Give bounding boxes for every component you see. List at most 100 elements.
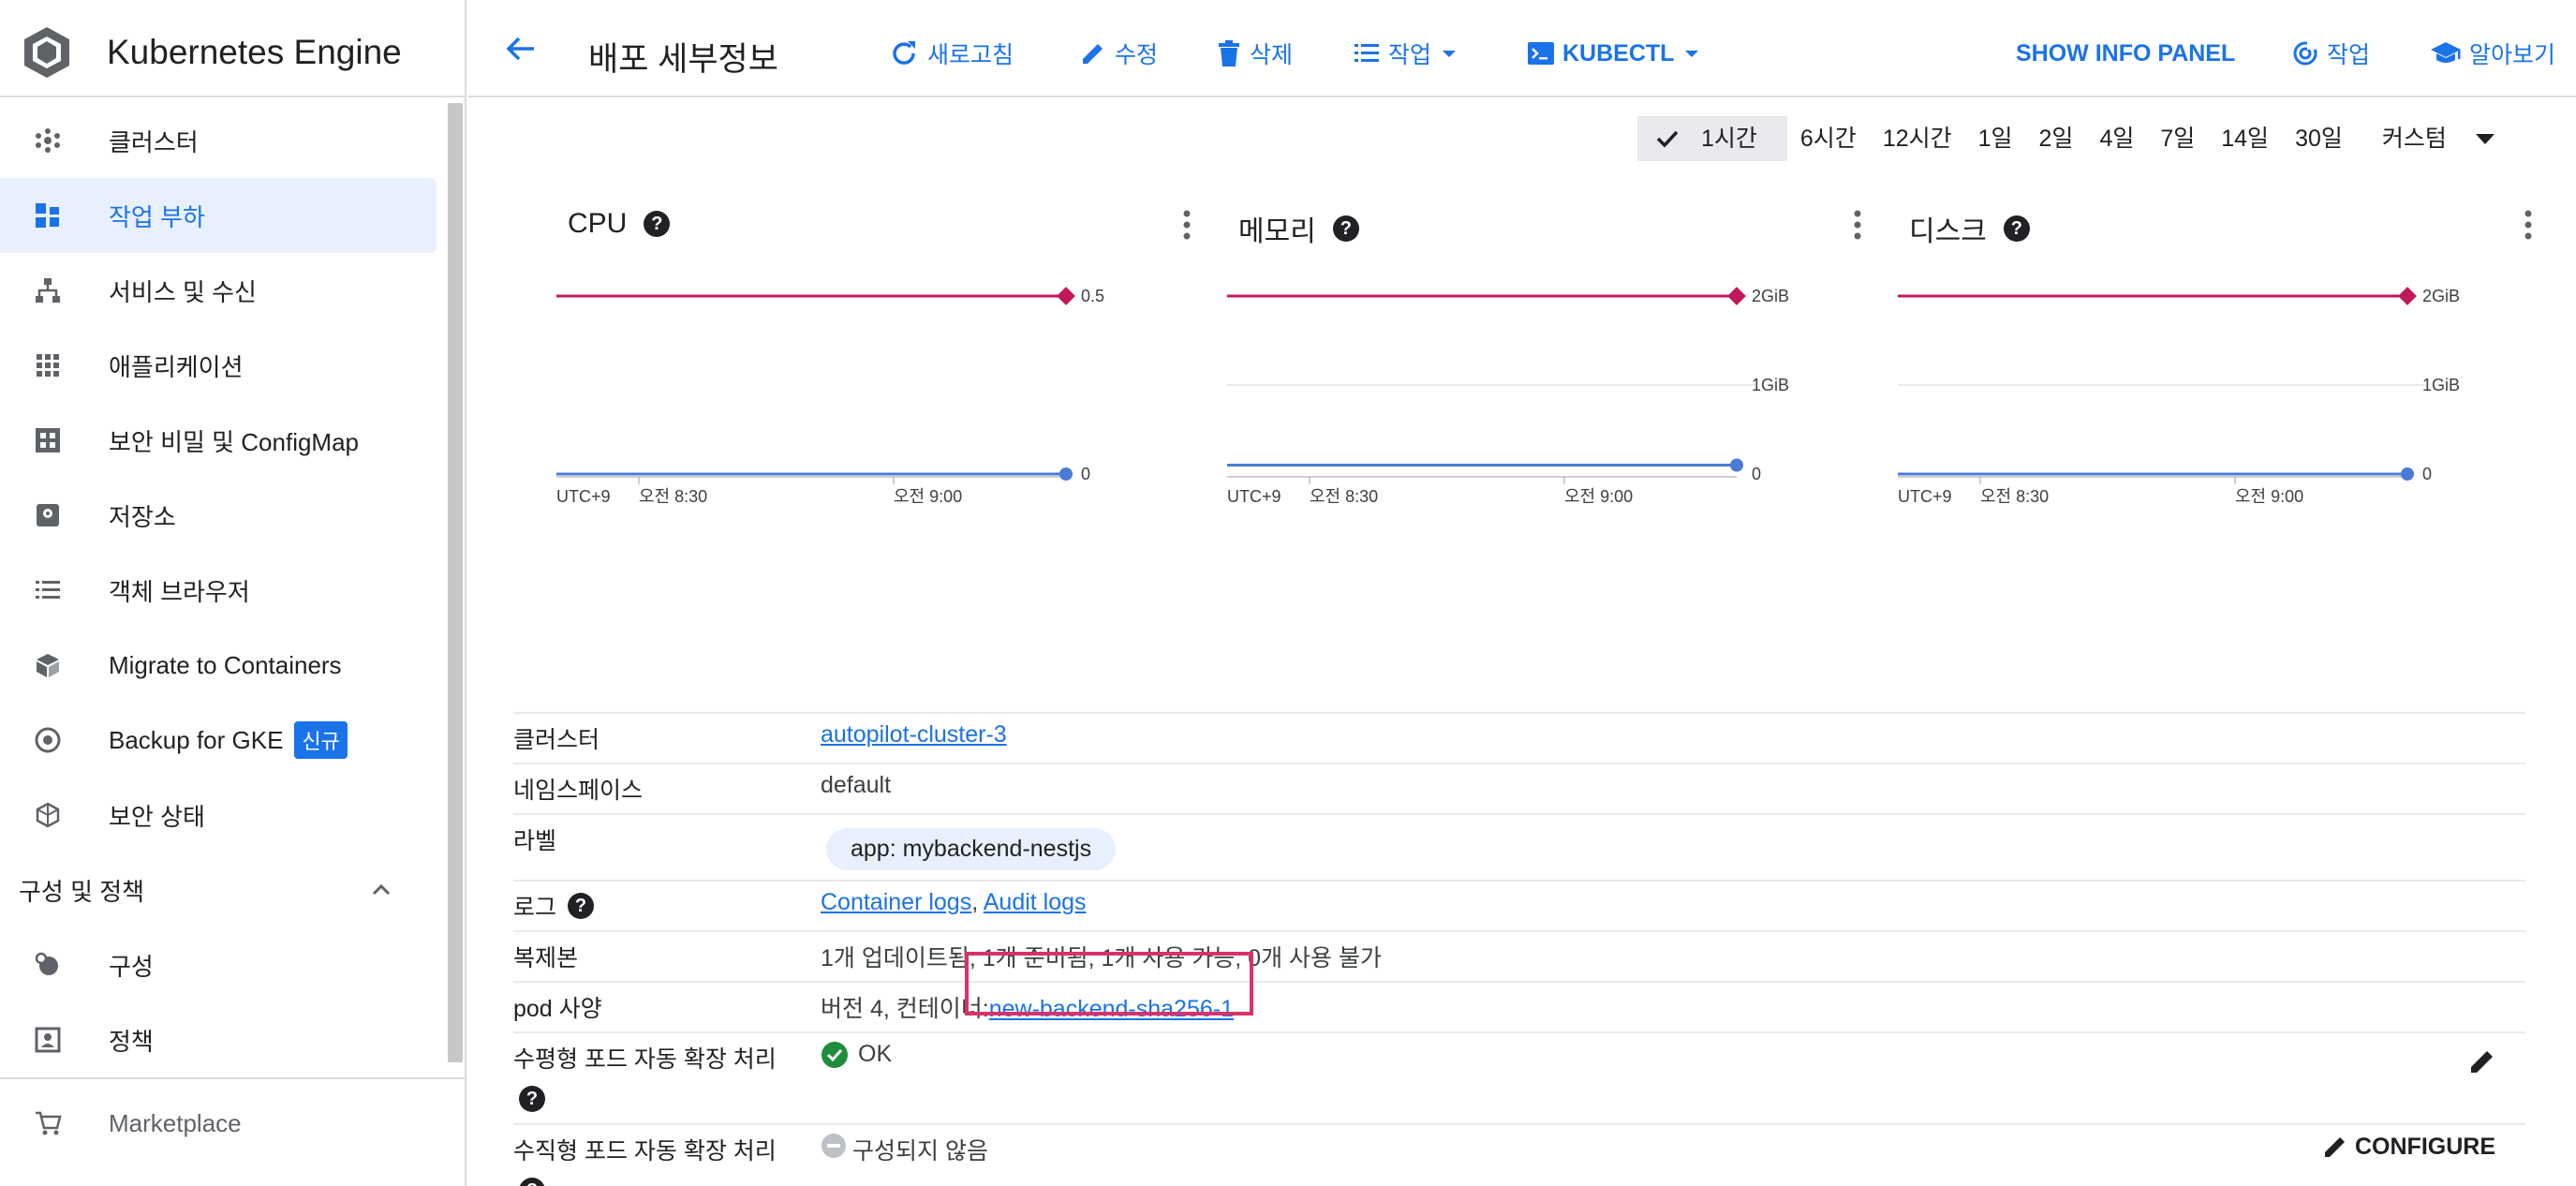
sidebar-section-label: 구성 및 정책	[19, 877, 145, 906]
y-tick-label: 1GiB	[1752, 376, 1789, 394]
time-range-option[interactable]: 2일	[2038, 126, 2074, 152]
delete-button[interactable]: 삭제	[1216, 25, 1293, 82]
pencil-icon	[2325, 1137, 2345, 1157]
sidebar-item-clusters[interactable]: 클러스터	[0, 103, 437, 178]
cart-icon	[36, 1111, 62, 1135]
time-range-1h[interactable]: 1시간	[1637, 116, 1787, 161]
more-vert-icon[interactable]	[1851, 208, 1864, 242]
detail-row-namespace: 네임스페이스 default	[513, 764, 2525, 815]
label-chip: app: mybackend-nestjs	[826, 828, 1117, 870]
edit-button[interactable]: 수정	[1079, 25, 1158, 82]
sidebar-item-workloads[interactable]: 작업 부하	[0, 178, 437, 253]
sidebar-item-storage[interactable]: 저장소	[0, 478, 437, 553]
sidebar-item-security[interactable]: 보안 상태	[0, 778, 437, 852]
detail-row-pod-spec: pod 사양 버전 4, 컨테이너:new-backend-sha256-1	[513, 983, 2525, 1033]
chart-title: 메모리	[1238, 216, 1316, 247]
y-tick-label: 2GiB	[1752, 287, 1789, 305]
vpa-status: 구성되지 않음	[852, 1138, 988, 1164]
time-range-custom[interactable]: 커스텀	[2356, 116, 2510, 161]
trash-icon	[1219, 40, 1239, 67]
terminal-icon	[1528, 42, 1554, 65]
list-icon	[1355, 44, 1379, 62]
x-tick-label: UTC+9	[556, 487, 611, 506]
time-range-option[interactable]: 7일	[2160, 126, 2196, 152]
sidebar-item-migrate[interactable]: Migrate to Containers	[0, 628, 437, 703]
detail-row-cluster: 클러스터 autopilot-cluster-3	[513, 712, 2525, 764]
operations-button[interactable]: 작업	[2291, 25, 2370, 82]
security-icon	[34, 801, 62, 829]
y-tick-label: 2GiB	[2422, 287, 2460, 305]
page-header: 배포 세부정보 새로고침 수정 삭제 작업 KUBECTL SHOW INFO …	[468, 9, 2576, 97]
edit-hpa-pencil-icon[interactable]	[2467, 1046, 2497, 1076]
show-info-panel-button[interactable]: SHOW INFO PANEL	[2016, 39, 2236, 67]
time-range-option[interactable]: 12시간	[1882, 126, 1952, 152]
backup-icon	[34, 726, 62, 754]
time-range-option[interactable]: 30일	[2295, 126, 2343, 152]
audit-logs-link[interactable]: Audit logs	[983, 889, 1087, 915]
learn-button[interactable]: 알아보기	[2430, 25, 2555, 82]
help-icon[interactable]: ?	[568, 893, 595, 919]
sidebar-item-object-browser[interactable]: 객체 브라우저	[0, 553, 437, 628]
chart-title: 디스크	[1909, 216, 1987, 247]
sidebar-item-marketplace[interactable]: Marketplace	[0, 1077, 466, 1167]
x-tick-label: UTC+9	[1227, 487, 1281, 506]
sidebar-scrollbar[interactable]	[448, 103, 463, 1062]
limit-point	[2398, 287, 2417, 305]
actions-menu-button[interactable]: 작업	[1353, 25, 1467, 82]
detail-row-logs: 로그 ? Container logs, Audit logs	[513, 882, 2525, 932]
configure-vpa-button[interactable]: CONFIGURE	[2321, 1133, 2495, 1161]
help-icon[interactable]: ?	[644, 211, 671, 237]
sidebar-item-services[interactable]: 서비스 및 수신	[0, 253, 437, 328]
help-icon[interactable]: ?	[1332, 215, 1359, 242]
limit-point	[1057, 287, 1075, 305]
refresh-icon	[893, 41, 915, 65]
more-vert-icon[interactable]	[2522, 208, 2535, 242]
sidebar-item-policy[interactable]: 정책	[0, 1002, 437, 1077]
secrets-icon	[34, 426, 62, 454]
sidebar-item-label: 저장소	[109, 502, 176, 531]
sidebar-item-label: 서비스 및 수신	[109, 277, 257, 306]
x-tick-label: 오전 8:30	[639, 487, 707, 506]
sidebar-item-label: 보안 상태	[109, 802, 205, 831]
brand-header: Kubernetes Engine	[0, 9, 466, 97]
policy-icon	[34, 1026, 62, 1054]
check-icon	[1656, 130, 1679, 148]
sidebar-item-label: 보안 비밀 및 ConfigMap	[109, 427, 360, 456]
sidebar-item-applications[interactable]: 애플리케이션	[0, 328, 437, 403]
cpu-chart-plot: 0.5 0 UTC+9 오전 8:30 오전 9:00	[556, 287, 1104, 506]
config-icon	[34, 951, 62, 979]
sidebar-item-config[interactable]: 구성	[0, 927, 437, 1002]
time-range-option[interactable]: 4일	[2099, 126, 2135, 152]
sidebar-item-secrets[interactable]: 보안 비밀 및 ConfigMap	[0, 403, 437, 478]
caret-down-icon	[1685, 51, 1699, 57]
apps-icon	[34, 351, 62, 379]
help-icon[interactable]: ?	[519, 1178, 545, 1186]
y-tick-label: 0.5	[1081, 287, 1104, 305]
services-icon	[34, 276, 62, 304]
refresh-button[interactable]: 새로고침	[888, 25, 1014, 82]
sidebar-section-config-policy[interactable]: 구성 및 정책	[0, 852, 437, 927]
disk-chart-plot: 2GiB 1GiB 0 UTC+9 오전 8:30 오전 9:00	[1898, 287, 2460, 506]
time-range-selector: 1시간 6시간 12시간 1일 2일 4일 7일 14일 30일 커스텀	[1637, 116, 2510, 161]
kubectl-menu-button[interactable]: KUBECTL	[1527, 25, 1710, 82]
usage-point	[1730, 458, 1743, 472]
time-range-option[interactable]: 14일	[2221, 126, 2270, 152]
caret-down-icon	[2475, 134, 2495, 144]
caret-down-icon	[1443, 51, 1457, 57]
container-logs-link[interactable]: Container logs	[821, 889, 972, 915]
container-link[interactable]: new-backend-sha256-1	[988, 996, 1234, 1022]
time-range-option[interactable]: 1일	[1977, 126, 2013, 152]
sidebar-item-label: 작업 부하	[109, 202, 205, 231]
cluster-link[interactable]: autopilot-cluster-3	[821, 721, 1007, 748]
details-table: 클러스터 autopilot-cluster-3 네임스페이스 default …	[513, 712, 2525, 1186]
sidebar-item-backup[interactable]: Backup for GKE 신규	[0, 703, 437, 778]
limit-point	[1727, 287, 1746, 305]
sidebar-item-label: 객체 브라우저	[109, 577, 250, 606]
time-range-option[interactable]: 6시간	[1799, 126, 1857, 152]
help-icon[interactable]: ?	[2003, 215, 2030, 242]
more-vert-icon[interactable]	[1180, 208, 1193, 242]
back-arrow-icon[interactable]	[502, 30, 540, 67]
detail-row-labels: 라벨 app: mybackend-nestjs	[513, 815, 2525, 882]
help-icon[interactable]: ?	[519, 1086, 545, 1112]
migrate-icon	[34, 651, 62, 679]
